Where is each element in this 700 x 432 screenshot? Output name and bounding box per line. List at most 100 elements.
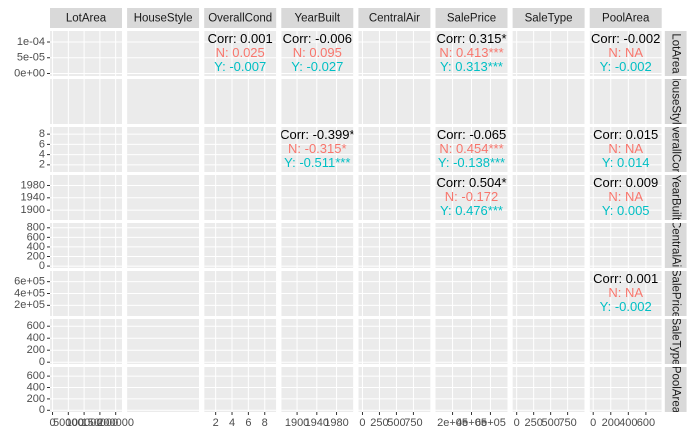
x-tick-label: 1940 [305,417,329,429]
correlation-text: N: 0.025 [216,45,265,60]
panel [512,223,585,268]
y-tick-label: 4e+05 [14,287,45,299]
panel-bg [204,223,277,268]
panel-bg [358,223,431,268]
panel [358,223,431,268]
y-tick-label: 1940 [21,192,45,204]
x-tick-label: 750 [558,417,576,429]
panel [50,31,122,76]
x-tick-label: 4e+05 [456,417,487,429]
panel: Corr: 0.315*N: 0.413***Y: 0.313*** [435,31,508,76]
correlation-text: Corr: 0.009 [593,175,658,190]
correlation-text: Corr: 0.315* [436,31,506,46]
y-tick-label: 2e+05 [14,299,45,311]
correlation-text: Y: -0.027 [291,59,343,74]
y-tick-label: 1900 [21,204,45,216]
row-strip: HouseStyle [664,72,687,131]
y-tick-label: 200 [27,344,45,356]
panel [127,175,200,220]
y-tick-label: 5e-05 [17,52,45,64]
y-tick-label: 6e+05 [14,276,45,288]
panel [281,271,354,316]
panel [204,223,277,268]
panel [204,127,277,172]
panel-bg [50,79,122,124]
y-tick-label: 0 [39,404,45,416]
panel [127,319,200,364]
column-strip [435,8,508,28]
x-tick-label: 8 [262,417,268,429]
y-tick-label: 600 [27,231,45,243]
panel-bg [204,31,277,76]
x-tick-label: 600 [637,417,655,429]
row-strip-label: SalePrice [670,269,682,318]
column-strip-label: LotArea [66,13,107,25]
row-strip-bg [664,367,687,412]
panel [50,223,122,268]
row-strip: CentralAir [664,220,687,271]
panel [512,31,585,76]
correlation-text: Corr: 0.504* [436,175,506,190]
panel [127,223,200,268]
panel [589,367,662,412]
panel [281,223,354,268]
panel [589,223,662,268]
x-tick-label: 100000 [66,417,103,429]
row-strip-label: YearBuilt [670,175,682,221]
column-strip [50,8,122,28]
column-strip [204,8,277,28]
panel [512,175,585,220]
panel [50,79,122,124]
panel [204,79,277,124]
x-tick-label: 2e+05 [437,417,468,429]
row-strip-label: HouseStyle [670,72,682,131]
panel-bg [589,223,662,268]
correlation-text: Corr: -0.006 [283,31,352,46]
y-tick-label: 600 [27,320,45,332]
correlation-text: N: -0.172 [445,189,498,204]
panel [204,175,277,220]
y-tick-label: 0 [39,356,45,368]
correlation-text: Corr: 0.015 [593,127,658,142]
correlation-text: N: -0.315* [288,141,347,156]
x-tick-label: 1900 [285,417,309,429]
panel-bg [127,31,200,76]
column-strip-label: OverallCond [208,13,272,25]
x-tick-label: 500 [541,417,559,429]
row-strip-bg [664,175,687,220]
x-tick-label: 50000 [53,417,84,429]
panel [127,127,200,172]
panel [281,175,354,220]
panel-bg [50,31,122,76]
panel [512,319,585,364]
row-strip-label: CentralAir [670,220,682,271]
panel [50,127,122,172]
correlation-text: Y: -0.138*** [438,155,505,170]
correlation-text: Y: 0.476*** [440,203,503,218]
panel [435,319,508,364]
correlation-text: Corr: -0.065 [437,127,506,142]
x-tick-label: 750 [404,417,422,429]
panel-bg [589,367,662,412]
correlation-text: Corr: -0.399* [280,127,354,142]
y-tick-label: 200 [27,393,45,405]
column-strip [358,8,431,28]
x-tick-label: 250 [524,417,542,429]
x-tick-label: 400 [619,417,637,429]
panel [127,367,200,412]
panel [50,271,122,316]
panel-bg [50,367,122,412]
y-tick-label: 400 [27,241,45,253]
x-tick-label: 0 [359,417,365,429]
row-strip-bg [664,31,687,76]
column-strip-label: YearBuilt [294,13,340,25]
panel [127,79,200,124]
panel-bg [358,367,431,412]
panel [358,31,431,76]
row-strip: OverallCond [664,127,687,172]
correlation-text: Y: -0.007 [214,59,266,74]
